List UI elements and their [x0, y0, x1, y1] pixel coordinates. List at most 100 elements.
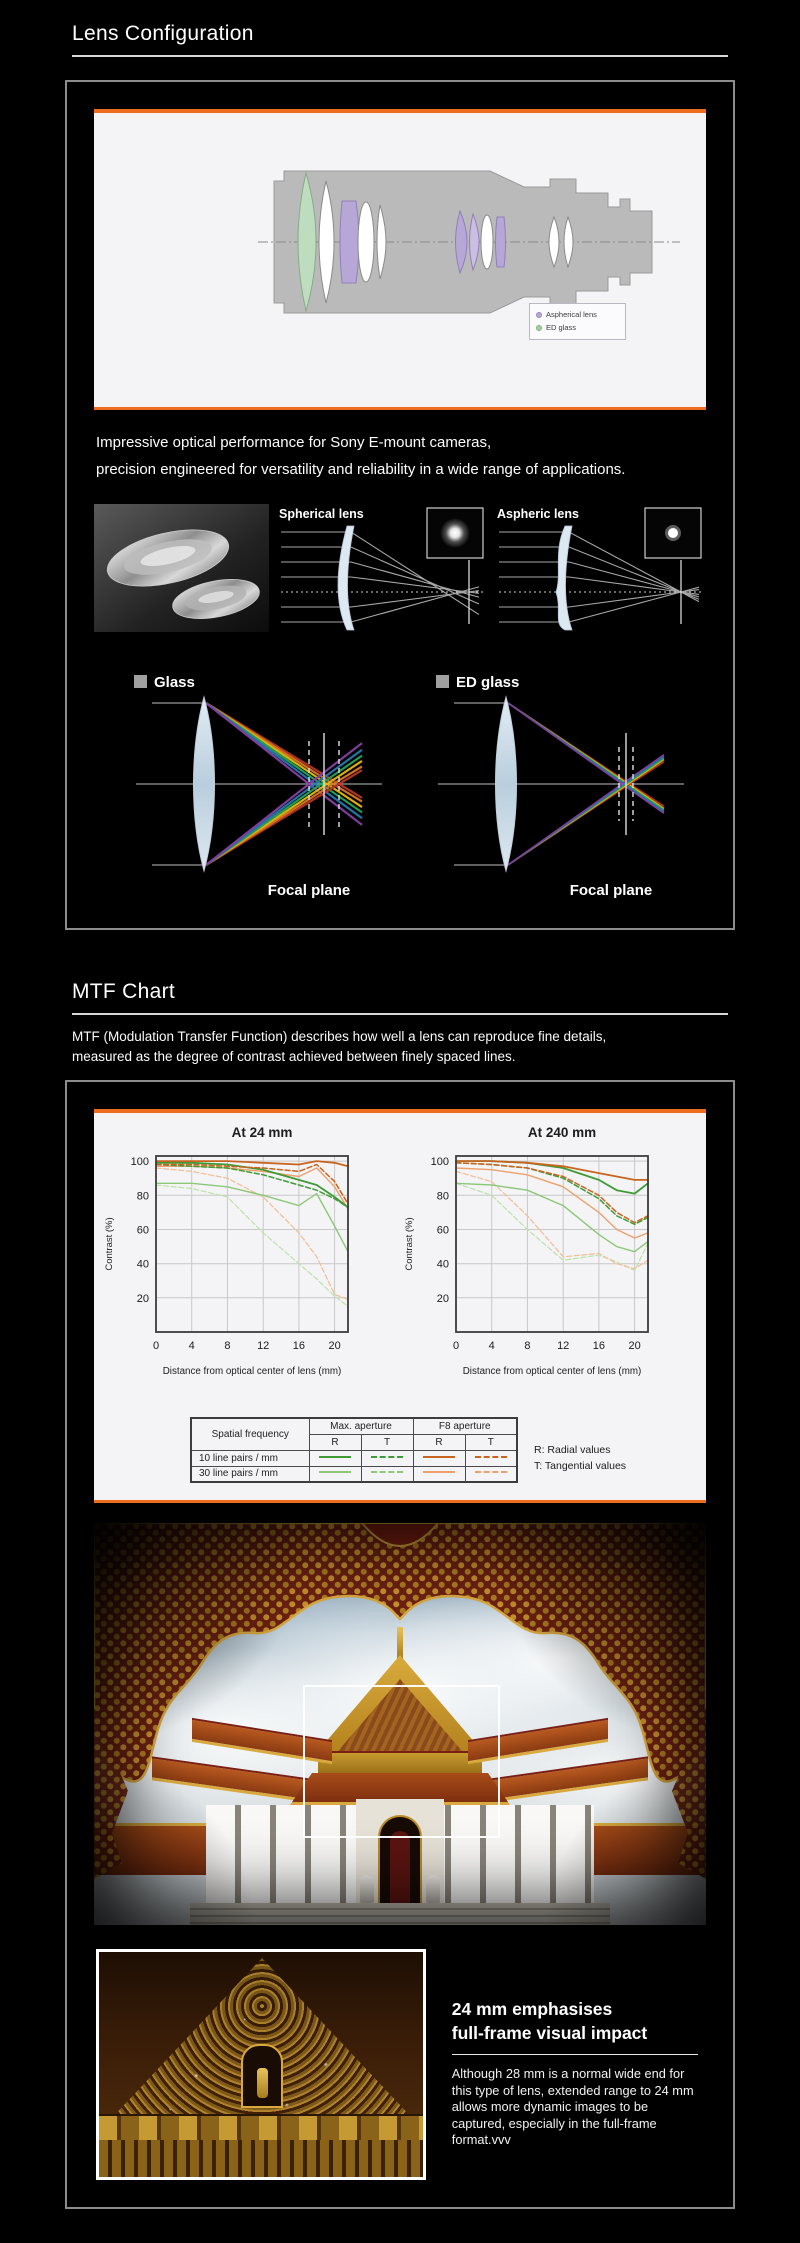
lens-cross-section-diagram [258, 170, 680, 314]
light-rays [499, 531, 700, 623]
aspheric-lens-diagram: Aspheric lens [495, 504, 707, 632]
light-rays [280, 531, 480, 623]
line-sample-10-max-t [371, 1455, 403, 1458]
line-sample-10-max-r [319, 1455, 351, 1458]
legend-ed-glass-row: ED glass [536, 321, 619, 334]
t-column-header: T [464, 1433, 518, 1451]
svg-text:20: 20 [137, 1293, 149, 1305]
chart-titles-row: At 24 mm At 240 mm [94, 1125, 706, 1140]
aspheric-lens-shape [556, 525, 573, 631]
aspherical-element [469, 212, 480, 272]
section-title-rule [72, 1013, 728, 1015]
mtf-chart-24mm: 20 40 60 80 100 0 4 8 12 16 20 Distance from optica… [98, 1142, 398, 1413]
intro-line-1: Impressive optical performance for Sony … [96, 434, 492, 451]
mtf-chart-section: MTF Chart MTF (Modulation Transfer Funct… [65, 980, 735, 2209]
temple-sample-photo [94, 1523, 706, 1925]
carving-detail-photo [96, 1949, 426, 2180]
line-sample-30-f8-r [423, 1471, 455, 1474]
svg-text:100: 100 [131, 1156, 149, 1168]
telephoto-crop-outline [303, 1685, 500, 1838]
svg-text:Contrast (%): Contrast (%) [104, 1217, 115, 1270]
aspherical-element [339, 200, 360, 284]
legend-aspherical-row: Aspherical lens [536, 308, 619, 321]
chromatic-rays [205, 702, 363, 866]
mtf-legend-row: Spatial frequency Max. aperture F8 apert… [190, 1417, 706, 1483]
intro-line-2: precision engineered for versatility and… [96, 461, 626, 478]
svg-text:0: 0 [153, 1340, 159, 1352]
glass-lens-shape [193, 695, 215, 873]
ed-glass-dispersion-diagram: ED glass [426, 669, 696, 901]
glass-label: Glass [154, 674, 195, 691]
r-column-header: R [308, 1433, 362, 1451]
row-label-10lp: 10 line pairs / mm [190, 1449, 310, 1467]
spherical-lens-diagram: Spherical lens [276, 504, 488, 632]
ed-glass-label: ED glass [546, 323, 577, 332]
chart-title-240mm: At 240 mm [527, 1125, 597, 1140]
aspherical-lens-photo [94, 504, 269, 632]
lens-type-comparison-row: Spherical lens Aspheric lens [94, 504, 707, 632]
glass-label-swatch [134, 675, 147, 688]
svg-text:80: 80 [137, 1190, 149, 1202]
svg-text:Contrast (%): Contrast (%) [404, 1217, 415, 1270]
svg-text:0: 0 [453, 1340, 459, 1352]
lens-configuration-panel: Aspherical lens ED glass Impressive opti… [65, 80, 735, 930]
line-sample-30-f8-t [474, 1471, 507, 1474]
svg-text:40: 40 [437, 1259, 449, 1271]
svg-text:16: 16 [293, 1340, 305, 1352]
svg-text:60: 60 [437, 1225, 449, 1237]
lens-element [548, 215, 560, 269]
aspherical-lens-label: Aspherical lens [546, 310, 597, 319]
spatial-frequency-header: Spatial frequency [190, 1417, 310, 1451]
aspherical-element [495, 216, 506, 268]
glass-comparison-row: Glass [94, 669, 706, 901]
photo-vignette [94, 1523, 706, 1925]
carving-glints [99, 1952, 423, 2177]
svg-text:40: 40 [137, 1259, 149, 1271]
mtf-legend-notes: R: Radial values T: Tangential values [534, 1443, 626, 1475]
f8-aperture-header: F8 aperture [412, 1417, 518, 1435]
line-sample-30-max-r [319, 1471, 351, 1474]
lens-element [357, 201, 375, 283]
aspherical-lens-swatch [536, 311, 542, 318]
svg-text:12: 12 [557, 1340, 569, 1352]
feature-heading-line-2: full-frame visual impact [451, 2023, 648, 2043]
blurred-point-icon [439, 518, 470, 548]
svg-text:Distance from optical center o: Distance from optical center of lens (mm… [463, 1366, 642, 1377]
mtf-charts-card: At 24 mm At 240 mm 20 40 60 80 100 0 4 8 12 16 20 D… [94, 1109, 706, 1503]
section-title-lens-configuration: Lens Configuration [72, 22, 254, 45]
svg-text:4: 4 [489, 1340, 495, 1352]
chart-title-24mm: At 24 mm [231, 1125, 293, 1140]
mtf-chart-240mm: 20 40 60 80 100 0 4 8 12 16 20 Distance from optica… [398, 1142, 698, 1413]
line-sample-10-f8-t [474, 1455, 507, 1458]
ed-glass-label-swatch [436, 675, 449, 688]
svg-text:12: 12 [257, 1340, 269, 1352]
svg-text:8: 8 [224, 1340, 230, 1352]
focal-plane-label: Focal plane [268, 882, 351, 899]
svg-text:20: 20 [628, 1340, 640, 1352]
radial-note: R: Radial values [534, 1444, 611, 1456]
legend-row-10lp: 10 line pairs / mm [190, 1449, 518, 1467]
svg-text:4: 4 [189, 1340, 195, 1352]
focal-plane-label: Focal plane [570, 882, 653, 899]
svg-text:20: 20 [437, 1293, 449, 1305]
lens-element [376, 204, 387, 280]
feature-heading-line-1: 24 mm emphasises [451, 1999, 613, 2019]
svg-text:16: 16 [593, 1340, 605, 1352]
sharp-point-icon [668, 528, 679, 538]
intro-text: Impressive optical performance for Sony … [96, 429, 704, 483]
spherical-lens-label: Spherical lens [279, 507, 364, 521]
feature-body-text: Although 28 mm is a normal wide end for … [451, 2066, 694, 2148]
mtf-charts-row: 20 40 60 80 100 0 4 8 12 16 20 Distance from optica… [98, 1142, 706, 1413]
feature-row: 24 mm emphasises full-frame visual impac… [94, 1949, 706, 2180]
feature-heading: 24 mm emphasises full-frame visual impac… [451, 1997, 698, 2055]
ed-glass-element [297, 171, 317, 313]
lens-configuration-section: Lens Configuration [65, 0, 735, 930]
svg-text:60: 60 [137, 1225, 149, 1237]
ed-glass-label: ED glass [456, 674, 519, 691]
row-label-30lp: 30 line pairs / mm [190, 1465, 310, 1483]
feature-text-block: 24 mm emphasises full-frame visual impac… [451, 1949, 706, 2180]
lens-diagram-legend: Aspherical lens ED glass [529, 303, 626, 340]
aspherical-element [455, 209, 468, 275]
mtf-description-line-1: MTF (Modulation Transfer Function) descr… [72, 1029, 607, 1044]
svg-text:80: 80 [437, 1190, 449, 1202]
